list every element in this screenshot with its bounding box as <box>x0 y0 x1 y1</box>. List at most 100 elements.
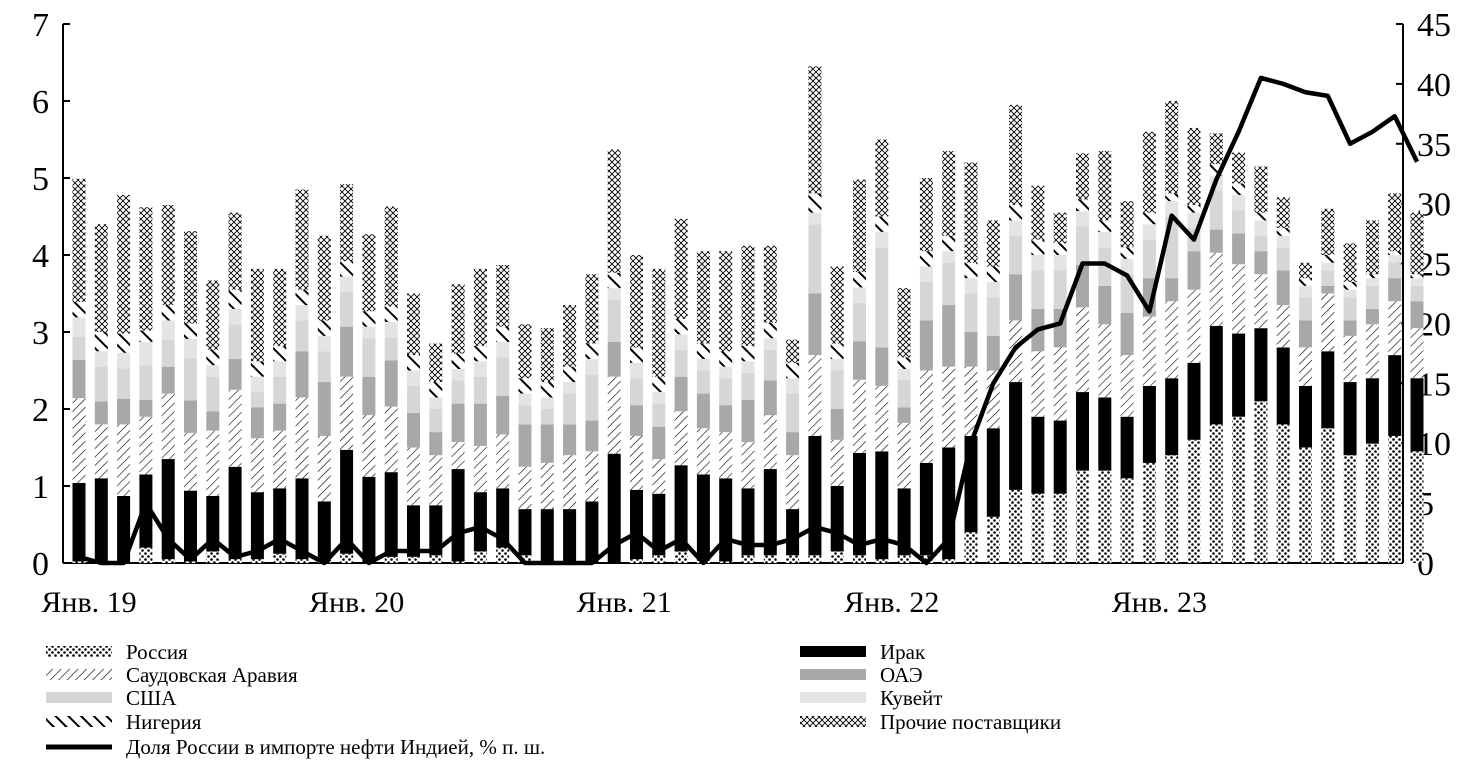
bar-segment <box>719 378 733 406</box>
legend-line-label: Доля России в импорте нефти Индией, % п.… <box>126 735 545 759</box>
bar-segment <box>563 382 577 394</box>
bar-segment <box>206 365 220 377</box>
bar-segment <box>250 492 264 560</box>
legend-label: США <box>126 686 177 710</box>
bar-segment <box>1276 424 1290 563</box>
bar-segment <box>986 428 1000 517</box>
bar-segment <box>763 322 777 339</box>
bar-segment <box>808 212 822 225</box>
legend-label: Ирак <box>880 640 926 664</box>
bar-segment <box>1009 235 1023 275</box>
bar-segment <box>1098 231 1112 248</box>
bar-segment <box>763 245 777 323</box>
bar-segment <box>1365 308 1379 325</box>
bar-segment <box>563 366 577 383</box>
bar-segment <box>1098 247 1112 286</box>
bar-segment <box>1009 220 1023 236</box>
bar-segment <box>674 376 688 412</box>
bar-segment <box>897 407 911 423</box>
bar-segment <box>161 559 175 563</box>
bar-segment <box>473 376 487 404</box>
bar-segment <box>273 430 287 489</box>
bar-segment <box>273 361 287 377</box>
bar-segment <box>384 472 398 557</box>
bar-segment <box>451 284 465 354</box>
bar-segment <box>518 466 532 510</box>
legend-label: Кувейт <box>880 686 942 710</box>
bar-segment <box>1076 470 1089 563</box>
bar-segment <box>317 435 331 502</box>
bar-segment <box>384 321 398 338</box>
bar-segment <box>1343 382 1357 456</box>
bar-segment <box>139 416 153 475</box>
bar-segment <box>674 334 688 350</box>
bar-segment <box>496 488 510 548</box>
bar-segment <box>407 447 420 506</box>
bar-segment <box>94 224 108 332</box>
bar-segment <box>652 268 666 377</box>
left-tick-label: 4 <box>32 238 49 275</box>
bar-segment <box>1254 328 1268 402</box>
bar-segment <box>384 306 398 322</box>
bar-segment <box>1120 247 1134 259</box>
bar-segment <box>228 466 242 560</box>
bar-segment <box>295 305 309 321</box>
bar-segment <box>674 349 688 377</box>
bar-segment <box>273 376 287 404</box>
bar-segment <box>1410 328 1424 379</box>
bar-segment <box>630 435 643 490</box>
bar-segment <box>585 343 599 359</box>
legend-swatch <box>800 646 866 657</box>
bar-segment <box>786 378 800 394</box>
bar-segment <box>830 439 844 486</box>
bar-segment <box>273 553 287 563</box>
bar-segment <box>518 405 532 425</box>
bar-segment <box>830 343 844 359</box>
bar-segment <box>1120 416 1134 479</box>
bar-segment <box>1365 285 1379 309</box>
bar-segment <box>94 478 108 563</box>
bar-segment <box>362 326 376 339</box>
bar-segment <box>1410 451 1424 563</box>
bar-segment <box>897 555 911 563</box>
bar-segment <box>540 509 554 563</box>
bar-segment <box>94 351 108 367</box>
bar-segment <box>808 435 822 556</box>
bar-segment <box>117 352 131 369</box>
bar-segment <box>607 342 621 377</box>
bar-segment <box>853 379 866 453</box>
bar-segment <box>853 555 866 563</box>
bar-segment <box>1276 197 1290 229</box>
bar-segment <box>206 430 220 497</box>
bar-segment <box>719 561 733 563</box>
bar-segment <box>184 400 197 433</box>
bar-segment <box>184 490 197 562</box>
bar-segment <box>1120 478 1134 563</box>
bar-segment <box>273 268 287 346</box>
bar-segment <box>1299 262 1312 279</box>
bar-segment <box>585 420 599 452</box>
bar-segment <box>830 370 844 409</box>
legend-swatch <box>800 716 866 727</box>
bar-segment <box>228 289 242 309</box>
bar-segment <box>875 247 889 348</box>
bar-segment <box>451 469 465 562</box>
bar-segment <box>1343 455 1357 563</box>
bar-segment <box>1388 301 1402 356</box>
left-tick-label: 7 <box>32 7 49 44</box>
bar-segment <box>340 326 354 377</box>
bar-segment <box>741 555 755 563</box>
bar-segment <box>1076 199 1089 212</box>
bar-segment <box>741 372 755 400</box>
bar-segment <box>340 276 354 292</box>
bar-segment <box>1142 212 1156 225</box>
bar-segment <box>830 551 844 563</box>
bar-segment <box>1299 278 1312 286</box>
bar-segment <box>184 358 197 401</box>
bar-segment <box>407 293 420 356</box>
bar-segment <box>1232 194 1246 211</box>
bar-segment <box>1365 220 1379 275</box>
bar-segment <box>919 178 933 252</box>
bar-segment <box>741 488 755 556</box>
